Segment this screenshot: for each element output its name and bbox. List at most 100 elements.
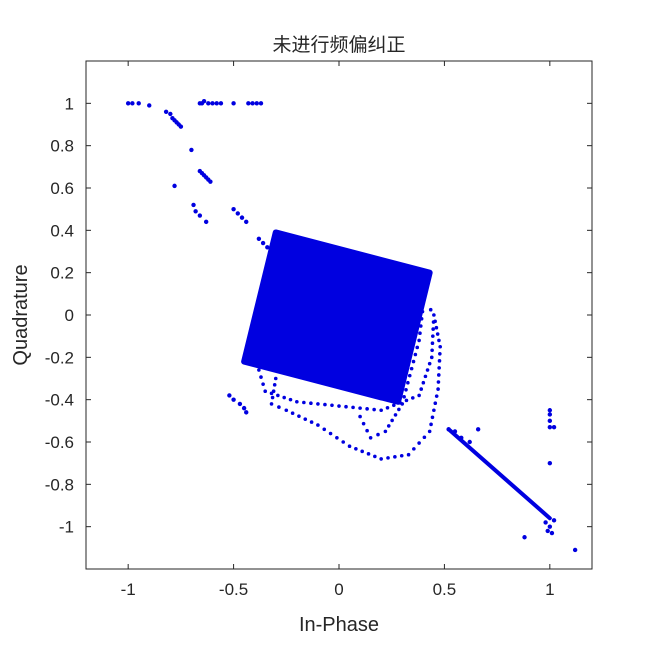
scatter-point: [522, 535, 527, 540]
scatter-point: [197, 213, 203, 218]
scatter-point: [549, 530, 555, 536]
scatter-point: [178, 124, 184, 129]
scatter-point: [475, 427, 481, 432]
trajectory-point: [376, 432, 380, 437]
y-tick-label: -0.8: [45, 475, 74, 494]
scatter-point: [254, 101, 259, 106]
trajectory-point: [419, 387, 424, 391]
trajectory-point: [290, 411, 295, 416]
trajectory-point: [323, 402, 327, 407]
trajectory-point: [284, 408, 289, 413]
scatter-point: [244, 410, 249, 415]
x-axis-label: In-Phase: [299, 614, 379, 636]
y-tick-label: 0: [65, 306, 74, 325]
trajectory-point: [397, 407, 401, 412]
scatter-point: [189, 147, 194, 153]
trajectory-point: [330, 403, 334, 408]
scatter-point: [547, 412, 553, 417]
trajectory-point: [418, 331, 422, 336]
scatter-point: [125, 101, 131, 106]
scatter-point: [227, 393, 232, 398]
scatter-point: [547, 524, 553, 529]
scatter-point: [547, 460, 553, 466]
trajectory-point: [420, 309, 425, 314]
x-tick-label: 1: [545, 580, 554, 599]
trajectory-point: [407, 373, 412, 378]
y-tick-label: -1: [59, 518, 74, 537]
scatter-point: [172, 183, 177, 189]
trajectory-point: [436, 387, 440, 391]
scatter-point: [193, 209, 198, 214]
scatter-point: [551, 424, 557, 430]
scatter-point: [545, 528, 550, 534]
scatter-point: [467, 439, 472, 445]
trajectory-point: [322, 427, 327, 432]
trajectory-point: [409, 366, 414, 371]
trajectory-point: [373, 454, 377, 459]
trajectory-point: [269, 391, 274, 396]
trajectory-point: [438, 344, 443, 349]
trajectory-point: [337, 404, 341, 408]
scatter-point: [572, 547, 578, 553]
trajectory-point: [422, 435, 427, 440]
trajectory-point: [344, 404, 348, 409]
y-tick-label: 1: [65, 94, 74, 113]
scatter-point: [214, 101, 219, 106]
scatter-point: [237, 401, 243, 407]
scatter-point: [543, 520, 548, 525]
trajectory-point: [365, 407, 369, 411]
trajectory-point: [417, 393, 421, 398]
trajectory-point: [366, 452, 371, 456]
trajectory-point: [358, 406, 362, 410]
trajectory-point: [392, 403, 396, 408]
trajectory-point: [288, 397, 293, 402]
trajectory-point: [358, 414, 362, 419]
scatter-point: [210, 101, 215, 106]
y-tick-label: 0.8: [50, 137, 74, 156]
y-tick-label: -0.6: [45, 433, 74, 452]
scatter-point: [130, 101, 135, 106]
scatter-point: [551, 518, 557, 523]
scatter-point: [452, 429, 458, 434]
scatter-point: [136, 101, 141, 106]
trajectory-point: [386, 456, 390, 460]
trajectory-point: [316, 402, 320, 406]
trajectory-point: [385, 405, 390, 410]
trajectory-point: [417, 441, 421, 445]
scatter-point: [168, 111, 173, 117]
trajectory-point: [399, 453, 404, 458]
x-tick-label: 0: [334, 580, 343, 599]
trajectory-point: [383, 429, 388, 434]
trajectory-point: [341, 440, 346, 444]
trajectory-point: [354, 446, 358, 451]
trajectory-point: [431, 334, 435, 338]
trajectory-point: [282, 395, 286, 400]
trajectory-point: [431, 327, 435, 331]
trajectory-point: [425, 368, 430, 372]
trajectory-point: [259, 375, 263, 379]
trajectory-point: [365, 428, 369, 433]
trajectory-point: [400, 402, 405, 406]
trajectory-point: [269, 402, 274, 406]
x-tick-label: -0.5: [219, 580, 248, 599]
trajectory-point: [379, 408, 383, 413]
trajectory-point: [432, 313, 436, 317]
trajectory-point: [419, 324, 423, 328]
trajectory-point: [297, 414, 301, 418]
trajectory-point: [423, 374, 428, 379]
trajectory-point: [372, 407, 376, 412]
trajectory-point: [427, 429, 432, 434]
scatter-point: [256, 236, 262, 241]
scatter-point: [244, 219, 249, 225]
trajectory-point: [434, 394, 439, 398]
trajectory-point: [368, 435, 373, 440]
trajectory-point: [436, 373, 441, 377]
trajectory-point: [404, 387, 408, 392]
scatter-point: [547, 408, 553, 413]
trajectory-point: [435, 332, 440, 336]
scatter-point: [191, 202, 196, 208]
trajectory-point: [277, 405, 281, 409]
trajectory-point: [432, 408, 436, 413]
trajectory-point: [436, 380, 441, 384]
trajectory-point: [351, 405, 355, 410]
